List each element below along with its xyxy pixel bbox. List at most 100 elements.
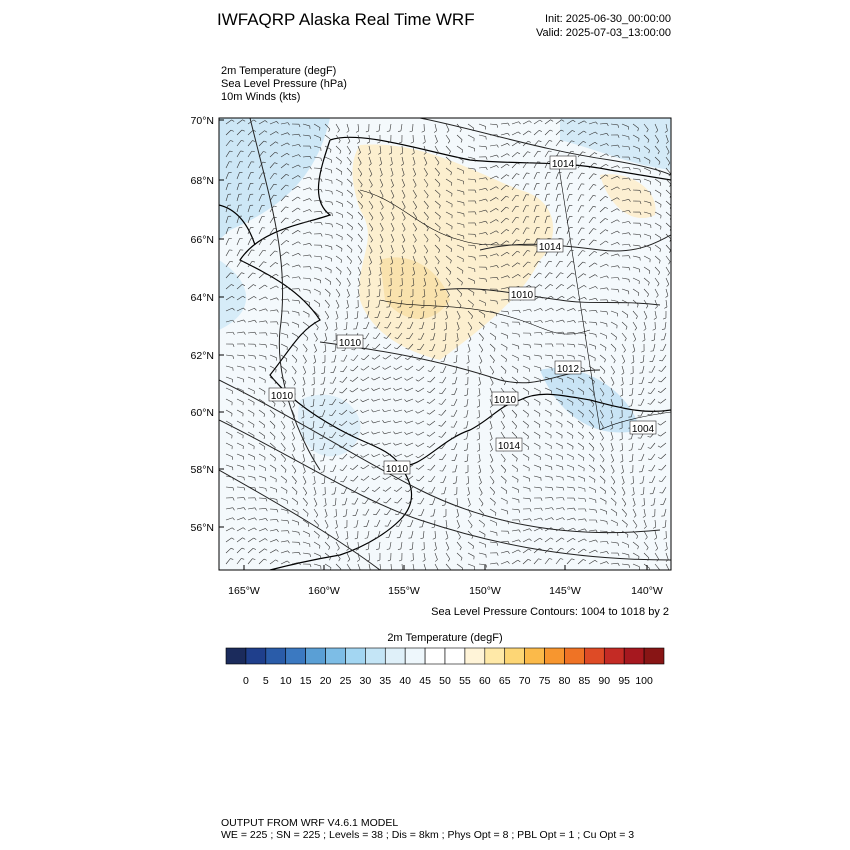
wind-barb bbox=[599, 252, 607, 257]
wind-barb bbox=[511, 464, 518, 470]
wind-barb bbox=[353, 486, 359, 493]
wind-barb bbox=[401, 288, 403, 297]
wind-barb-flag bbox=[285, 480, 287, 484]
wind-barb-flag bbox=[595, 298, 598, 301]
wind-barb bbox=[610, 464, 615, 472]
wind-barb-flag bbox=[437, 173, 440, 177]
wind-barb bbox=[643, 123, 649, 130]
wind-barb bbox=[313, 332, 318, 340]
wind-barb bbox=[522, 442, 529, 448]
wind-barb-flag bbox=[339, 150, 342, 154]
wind-barb bbox=[412, 189, 417, 197]
wind-barb bbox=[489, 343, 496, 349]
wind-barb bbox=[478, 288, 486, 292]
wind-barb bbox=[258, 205, 263, 213]
wind-barb bbox=[489, 219, 497, 224]
wind-barb-flag bbox=[515, 205, 519, 208]
wind-barb bbox=[280, 442, 286, 449]
wind-barb bbox=[389, 541, 392, 549]
wind-barb bbox=[478, 299, 486, 304]
wind-barb bbox=[654, 156, 661, 163]
wind-barb bbox=[302, 123, 310, 127]
wind-barb-flag bbox=[447, 558, 451, 562]
wind-barb-flag bbox=[477, 449, 480, 452]
wind-barb-flag bbox=[444, 526, 448, 529]
wind-barb-flag bbox=[370, 195, 373, 199]
wind-barb bbox=[351, 398, 359, 403]
wind-barb bbox=[522, 453, 530, 458]
wind-barb-flag bbox=[284, 381, 287, 385]
wind-barb bbox=[291, 321, 299, 325]
wind-barb-flag bbox=[415, 455, 419, 459]
wind-barb bbox=[621, 123, 629, 127]
wind-barb bbox=[621, 376, 624, 384]
wind-barb bbox=[346, 211, 353, 217]
wind-barb bbox=[346, 200, 353, 206]
wind-barb bbox=[533, 398, 541, 403]
wind-barb-flag bbox=[320, 168, 323, 172]
wind-barb bbox=[445, 519, 448, 527]
wind-barb bbox=[357, 211, 363, 218]
wind-barb bbox=[342, 453, 348, 460]
wind-barb-flag bbox=[241, 558, 245, 560]
wind-barb-flag bbox=[390, 174, 394, 177]
wind-barb bbox=[335, 222, 343, 227]
wind-barb bbox=[247, 475, 255, 478]
wind-barb-flag bbox=[416, 358, 420, 361]
wind-barb-flag bbox=[441, 350, 445, 352]
wind-barb bbox=[664, 321, 667, 329]
wind-barb-flag bbox=[438, 227, 441, 231]
wind-barb bbox=[247, 486, 255, 489]
wind-barb-flag bbox=[540, 487, 542, 491]
wind-barb bbox=[398, 519, 403, 527]
wind-barb-flag bbox=[329, 447, 333, 450]
wind-barb bbox=[291, 196, 298, 202]
wind-barb-flag bbox=[273, 447, 276, 451]
wind-barb-flag bbox=[617, 144, 620, 148]
wind-barb-flag bbox=[539, 413, 541, 417]
wind-barb-flag bbox=[476, 416, 480, 419]
wind-barb bbox=[489, 508, 497, 513]
wind-barb bbox=[412, 541, 414, 549]
wind-barb-flag bbox=[474, 245, 477, 249]
wind-barb bbox=[434, 255, 440, 262]
wind-barb bbox=[599, 387, 605, 394]
wind-barb bbox=[429, 442, 436, 448]
wind-barb-flag bbox=[309, 176, 312, 180]
wind-barb bbox=[665, 244, 671, 251]
wind-barb-flag bbox=[619, 427, 623, 430]
wind-barb-flag bbox=[381, 217, 384, 221]
wind-barb bbox=[478, 431, 480, 440]
wind-barb-flag bbox=[421, 548, 425, 551]
wind-barb bbox=[430, 475, 436, 482]
wind-barb bbox=[455, 365, 458, 373]
wind-barb-flag bbox=[647, 557, 650, 561]
wind-barb-flag bbox=[549, 547, 553, 550]
wind-barb-flag bbox=[584, 297, 587, 300]
wind-barb bbox=[258, 284, 265, 290]
wind-barb bbox=[258, 216, 263, 224]
wind-barb bbox=[522, 205, 527, 213]
wind-barb bbox=[291, 332, 299, 337]
wind-barb bbox=[456, 508, 459, 516]
wind-barb-flag bbox=[538, 272, 542, 275]
wind-barb bbox=[599, 332, 607, 337]
wind-barb bbox=[247, 319, 255, 323]
wind-barb-flag bbox=[628, 156, 631, 161]
wind-barb bbox=[478, 365, 482, 373]
wind-barb-flag bbox=[496, 154, 499, 158]
wind-barb bbox=[385, 343, 392, 350]
wind-barb bbox=[417, 398, 425, 403]
wind-barb bbox=[236, 431, 244, 436]
wind-barb-flag bbox=[332, 350, 336, 352]
wind-barb-flag bbox=[658, 370, 662, 372]
wind-barb-flag bbox=[617, 552, 620, 556]
wind-barb bbox=[544, 442, 552, 447]
wind-barb bbox=[632, 552, 640, 557]
wind-barb bbox=[456, 200, 464, 203]
wind-barb-flag bbox=[516, 468, 518, 473]
wind-barb bbox=[643, 288, 649, 295]
wind-barb bbox=[599, 398, 604, 406]
wind-barb-flag bbox=[528, 558, 531, 561]
wind-barb-flag bbox=[386, 130, 390, 132]
